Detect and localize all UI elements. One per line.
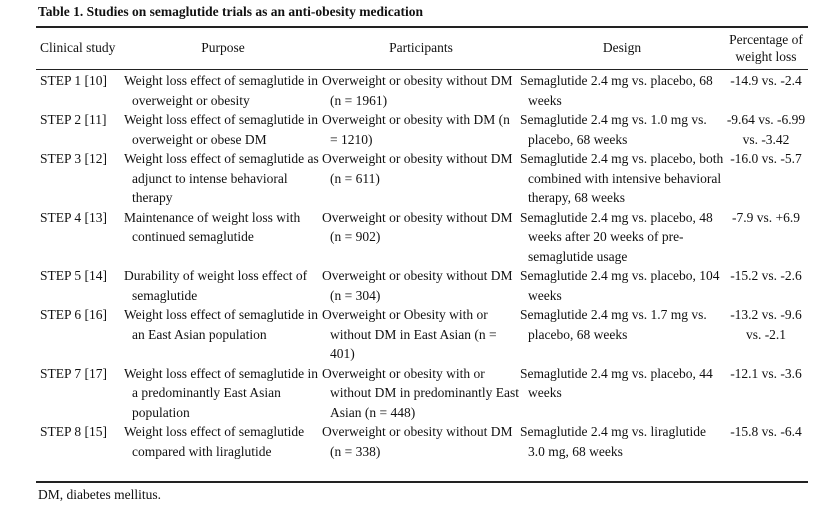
table-body: STEP 1 [10] Weight loss effect of semaglu… bbox=[36, 69, 808, 461]
header-participants: Participants bbox=[389, 40, 453, 56]
cell-participants-text: Overweight or obesity without DM (n = 90… bbox=[322, 209, 513, 245]
cell-participants: Overweight or obesity without DM (n = 19… bbox=[322, 69, 520, 110]
table-row: STEP 3 [12] Weight loss effect of semaglu… bbox=[36, 149, 808, 208]
table-row: STEP 7 [17] Weight loss effect of semaglu… bbox=[36, 364, 808, 423]
cell-weight-loss-pct: -15.2 vs. -2.6 bbox=[730, 268, 802, 283]
cell-design-text: Semaglutide 2.4 mg vs. placebo, 68 weeks bbox=[520, 73, 713, 108]
table-caption: Table 1. Studies on semaglutide trials a… bbox=[38, 4, 424, 19]
cell-participants-text: Overweight or obesity without DM (n = 30… bbox=[322, 268, 513, 303]
header-purpose: Purpose bbox=[201, 40, 245, 56]
cell-purpose-text: Weight loss effect of semaglutide in ove… bbox=[124, 73, 318, 108]
cell-weight-loss-pct: -14.9 vs. -2.4 bbox=[730, 73, 802, 88]
cell-design: Semaglutide 2.4 mg vs. 1.7 mg vs. placeb… bbox=[520, 305, 724, 364]
header-weight-loss-pct: Percentage of weight loss bbox=[724, 27, 808, 69]
cell-design-text: Semaglutide 2.4 mg vs. 1.0 mg vs. placeb… bbox=[520, 112, 707, 147]
cell-purpose: Weight loss effect of semaglutide compar… bbox=[124, 422, 322, 461]
cell-purpose-text: Durability of weight loss effect of sema… bbox=[124, 268, 308, 303]
top-rule bbox=[36, 26, 808, 28]
cell-design: Semaglutide 2.4 mg vs. liraglutide 3.0 m… bbox=[520, 422, 724, 461]
cell-design: Semaglutide 2.4 mg vs. placebo, 48 weeks… bbox=[520, 208, 724, 267]
cell-clinical-study: STEP 8 [15] bbox=[40, 424, 107, 439]
cell-clinical-study: STEP 7 [17] bbox=[40, 365, 107, 381]
cell-purpose-text: Weight loss effect of semaglutide in ove… bbox=[124, 112, 318, 147]
cell-participants: Overweight or obesity without DM (n = 30… bbox=[322, 266, 520, 305]
cell-clinical-study: STEP 5 [14] bbox=[40, 268, 107, 283]
cell-participants-text: Overweight or obesity with or without DM… bbox=[322, 365, 519, 420]
cell-purpose-text: Weight loss effect of semaglutide in an … bbox=[124, 307, 318, 342]
cell-design-text: Semaglutide 2.4 mg vs. placebo, 44 weeks bbox=[520, 365, 713, 401]
cell-purpose: Weight loss effect of semaglutide in ove… bbox=[124, 110, 322, 149]
table-row: STEP 1 [10] Weight loss effect of semaglu… bbox=[36, 69, 808, 110]
cell-weight-loss-pct: -12.1 vs. -3.6 bbox=[730, 365, 802, 381]
cell-purpose-text: Weight loss effect of semaglutide as adj… bbox=[124, 151, 319, 205]
cell-design-text: Semaglutide 2.4 mg vs. liraglutide 3.0 m… bbox=[520, 424, 706, 459]
cell-purpose-text: Weight loss effect of semaglutide in a p… bbox=[124, 365, 318, 420]
header-pct-line1: Percentage of bbox=[729, 32, 803, 47]
cell-participants: Overweight or obesity without DM (n = 33… bbox=[322, 422, 520, 461]
cell-participants-text: Overweight or obesity without DM (n = 61… bbox=[322, 151, 513, 186]
cell-weight-loss-pct: -15.8 vs. -6.4 bbox=[730, 424, 802, 439]
cell-participants-text: Overweight or obesity without DM (n = 19… bbox=[322, 73, 513, 108]
cell-participants-text: Overweight or obesity without DM (n = 33… bbox=[322, 424, 513, 459]
bottom-rule bbox=[36, 481, 808, 483]
cell-design: Semaglutide 2.4 mg vs. placebo, 44 weeks bbox=[520, 364, 724, 423]
cell-design-text: Semaglutide 2.4 mg vs. placebo, 104 week… bbox=[520, 268, 720, 303]
studies-table: Clinical study Purpose Participants Desi… bbox=[36, 27, 808, 461]
cell-purpose-text: Maintenance of weight loss with continue… bbox=[124, 209, 301, 245]
cell-participants: Overweight or obesity with DM (n = 1210) bbox=[322, 110, 520, 149]
cell-clinical-study: STEP 3 [12] bbox=[40, 151, 107, 166]
table-row: STEP 8 [15] Weight loss effect of semaglu… bbox=[36, 422, 808, 461]
table-row: STEP 6 [16] Weight loss effect of semaglu… bbox=[36, 305, 808, 364]
header-row: Clinical study Purpose Participants Desi… bbox=[36, 27, 808, 69]
cell-purpose: Weight loss effect of semaglutide in an … bbox=[124, 305, 322, 364]
cell-purpose: Durability of weight loss effect of sema… bbox=[124, 266, 322, 305]
cell-design-text: Semaglutide 2.4 mg vs. placebo, 48 weeks… bbox=[520, 209, 713, 264]
cell-design: Semaglutide 2.4 mg vs. 1.0 mg vs. placeb… bbox=[520, 110, 724, 149]
header-design: Design bbox=[602, 40, 642, 56]
footnote: DM, diabetes mellitus. bbox=[38, 487, 161, 502]
cell-design-text: Semaglutide 2.4 mg vs. 1.7 mg vs. placeb… bbox=[520, 307, 707, 342]
cell-purpose: Weight loss effect of semaglutide as adj… bbox=[124, 149, 322, 208]
cell-design: Semaglutide 2.4 mg vs. placebo, both com… bbox=[520, 149, 724, 208]
table-row: STEP 2 [11] Weight loss effect of semaglu… bbox=[36, 110, 808, 149]
cell-participants-text: Overweight or obesity with DM (n = 1210) bbox=[322, 112, 510, 147]
cell-participants: Overweight or Obesity with or without DM… bbox=[322, 305, 520, 364]
cell-clinical-study: STEP 6 [16] bbox=[40, 307, 107, 322]
cell-clinical-study: STEP 1 [10] bbox=[40, 73, 107, 88]
cell-purpose: Maintenance of weight loss with continue… bbox=[124, 208, 322, 267]
cell-clinical-study: STEP 4 [13] bbox=[40, 209, 107, 225]
cell-weight-loss-pct: -13.2 vs. -9.6 vs. -2.1 bbox=[730, 307, 802, 342]
cell-participants: Overweight or obesity without DM (n = 61… bbox=[322, 149, 520, 208]
header-rule bbox=[36, 69, 808, 70]
cell-weight-loss-pct: -9.64 vs. -6.99 vs. -3.42 bbox=[726, 112, 806, 147]
cell-participants: Overweight or obesity with or without DM… bbox=[322, 364, 520, 423]
cell-design: Semaglutide 2.4 mg vs. placebo, 104 week… bbox=[520, 266, 724, 305]
cell-design-text: Semaglutide 2.4 mg vs. placebo, both com… bbox=[520, 151, 724, 205]
table-row: STEP 4 [13] Maintenance of weight loss wi… bbox=[36, 208, 808, 267]
cell-clinical-study: STEP 2 [11] bbox=[40, 112, 107, 127]
cell-participants: Overweight or obesity without DM (n = 90… bbox=[322, 208, 520, 267]
cell-weight-loss-pct: -7.9 vs. +6.9 bbox=[732, 209, 800, 225]
cell-purpose: Weight loss effect of semaglutide in a p… bbox=[124, 364, 322, 423]
cell-participants-text: Overweight or Obesity with or without DM… bbox=[322, 307, 497, 361]
cell-purpose-text: Weight loss effect of semaglutide compar… bbox=[124, 424, 305, 459]
table-row: STEP 5 [14] Durability of weight loss eff… bbox=[36, 266, 808, 305]
cell-weight-loss-pct: -16.0 vs. -5.7 bbox=[730, 151, 802, 166]
header-clinical-study: Clinical study bbox=[40, 40, 116, 56]
cell-purpose: Weight loss effect of semaglutide in ove… bbox=[124, 69, 322, 110]
header-pct-line2: weight loss bbox=[735, 49, 797, 64]
cell-design: Semaglutide 2.4 mg vs. placebo, 68 weeks bbox=[520, 69, 724, 110]
